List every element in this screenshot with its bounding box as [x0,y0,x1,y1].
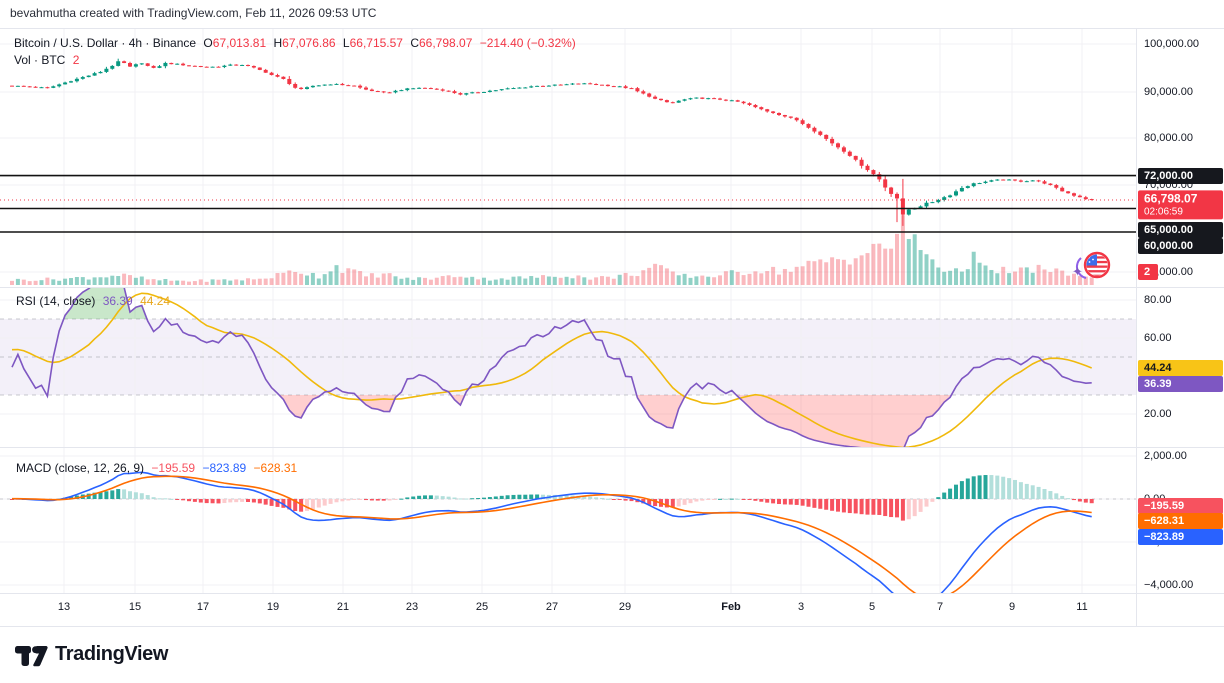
rsi-tick-2: 20.00 [1144,408,1172,420]
tradingview-logo[interactable]: TradingView [14,641,168,668]
chart-top-border [0,28,1224,29]
time-axis[interactable]: 13 15 17 19 21 23 25 27 29 Feb 3 5 7 9 11 [0,594,1137,626]
volume-legend: Vol · BTC 2 [14,53,83,67]
rsi-levels [0,318,1137,396]
bar-countdown: 02:06:59 [1144,206,1183,218]
price-axis[interactable]: 100,000.00 90,000.00 80,000.00 70,000.00 50,… [1137,28,1224,626]
pane-separator-price-rsi[interactable] [0,287,1224,288]
chart-bottom-border [0,626,1224,627]
time-label-5: 5 [868,601,876,613]
time-label-19: 19 [266,601,280,613]
time-label-13: 13 [57,601,71,613]
high-label: H [273,36,283,50]
symbol-title[interactable]: Bitcoin / U.S. Dollar · 4h · Binance [14,36,197,50]
macd-signal-line [11,475,1092,593]
macd-hist-value: −195.59 [151,461,196,475]
pane-separator-rsi-macd[interactable] [0,447,1224,448]
price-line-label-1: 65,000.00 [1138,222,1223,238]
price-tick-2: 80,000.00 [1144,132,1193,144]
time-label-17: 17 [196,601,210,613]
macd-legend: MACD (close, 12, 26, 9) −195.59 −823.89 … [16,461,301,475]
rsi-overbought-fill [12,288,1092,319]
rsi-pane[interactable] [0,288,1137,447]
rsi-value-badge-1: 36.39 [1138,376,1223,392]
rsi-line [11,288,1092,447]
macd-value-badge-2: −823.89 [1138,529,1223,545]
time-label-7: 7 [936,601,944,613]
last-price: 66,798.07 [1144,191,1198,206]
macd-value-badge-1: −628.31 [1138,513,1223,529]
macd-value-badge-0: −195.59 [1138,498,1223,514]
time-label-21: 21 [336,601,350,613]
axis-separator [1136,28,1137,626]
open-label: O [203,36,213,50]
time-label-15: 15 [128,601,142,613]
change-value: −214.40 (−0.32%) [479,36,576,50]
rsi-tick-1: 60.00 [1144,332,1172,344]
flag-roundel-icon [1075,251,1111,279]
low-value: 66,715.57 [349,36,403,50]
rsi-oversold-fill [12,395,1092,447]
price-tick-1: 90,000.00 [1144,86,1193,98]
rsi-legend: RSI (14, close) 36.39 44.24 [16,294,174,308]
open-value: 67,013.81 [212,36,267,50]
price-line-label-2: 60,000.00 [1138,238,1223,254]
price-line-label-0: 72,000.00 [1138,168,1223,184]
macd-tick-0: 2,000.00 [1144,450,1187,462]
rsi-ma-line [11,292,1092,447]
brand-text: TradingView [55,643,169,665]
volume-value: 2 [72,53,80,67]
macd-histogram [10,475,1094,521]
macd-line-value: −823.89 [202,461,247,475]
rsi-value: 36.39 [102,294,133,308]
attribution-text: bevahmutha created with TradingView.com,… [10,6,377,20]
last-price-badge: 66,798.07 02:06:59 [1138,190,1223,220]
macd-signal-value: −628.31 [253,461,298,475]
volume-label[interactable]: Vol · BTC [14,53,66,67]
low-label: L [342,36,350,50]
close-label: C [410,36,419,50]
tradingview-mark-icon [15,645,48,667]
time-label-27: 27 [545,601,559,613]
time-label-Feb: Feb [721,601,741,613]
price-pane[interactable] [0,28,1137,287]
horizontal-drawn-lines[interactable] [0,174,1137,233]
volume-value-badge: 2 [1138,264,1158,280]
close-value: 66,798.07 [419,36,473,50]
time-label-29: 29 [618,601,632,613]
macd-tick-3: −4,000.00 [1144,579,1194,591]
us-flag-event-icon[interactable]: ✦ [1072,248,1116,286]
macd-line [11,471,1092,593]
pane-separator-macd-timeaxis [0,593,1224,594]
macd-pane[interactable] [0,448,1137,593]
sparkle-icon: ✦ [1072,264,1083,279]
time-label-9: 9 [1008,601,1016,613]
time-label-25: 25 [475,601,489,613]
symbol-legend: Bitcoin / U.S. Dollar · 4h · Binance O67… [14,36,580,50]
time-label-3: 3 [797,601,805,613]
price-grid [0,28,1137,287]
candlesticks [10,58,1094,226]
time-label-23: 23 [405,601,419,613]
rsi-ma-value: 44.24 [140,294,171,308]
rsi-label[interactable]: RSI (14, close) [16,294,96,308]
price-tick-0: 100,000.00 [1144,38,1200,50]
rsi-tick-0: 80.00 [1144,294,1172,306]
rsi-value-badge-0: 44.24 [1138,360,1223,376]
volume-bars [10,215,1094,285]
rsi-grid [0,288,1137,447]
time-label-11: 11 [1076,601,1088,613]
macd-label[interactable]: MACD (close, 12, 26, 9) [16,461,145,475]
high-value: 67,076.86 [282,36,336,50]
